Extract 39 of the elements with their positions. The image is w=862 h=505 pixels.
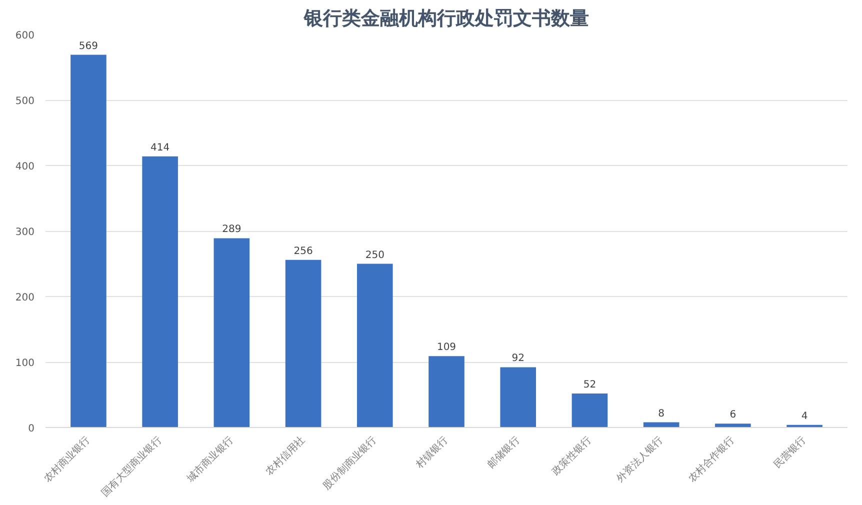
- x-tick-label: 村镇银行: [412, 434, 450, 472]
- data-label: 8: [658, 408, 665, 420]
- x-tick-label: 外资法人银行: [614, 434, 666, 485]
- data-label: 52: [583, 379, 596, 390]
- data-label: 289: [222, 224, 242, 236]
- data-label: 92: [512, 353, 524, 364]
- data-label: 414: [150, 142, 170, 154]
- y-tick-label: 400: [15, 162, 35, 172]
- y-tick-label: 200: [15, 292, 35, 304]
- x-tick-label: 邮储银行: [485, 434, 522, 471]
- data-label: 6: [730, 410, 736, 421]
- x-tick-label: 民营银行: [772, 434, 808, 471]
- x-tick-label: 城市商业银行: [184, 434, 236, 486]
- bar: [572, 393, 608, 428]
- x-tick-label: 农村合作银行: [686, 434, 737, 485]
- bar: [142, 156, 178, 428]
- y-tick-label: 600: [15, 30, 35, 42]
- data-label: 4: [801, 410, 808, 422]
- bar: [428, 356, 464, 428]
- y-tick-label: 100: [15, 358, 35, 369]
- x-tick-label: 政策性银行: [550, 434, 594, 478]
- chart-title: 银行类金融机构行政处罚文书数量: [303, 8, 589, 30]
- y-tick-label: 500: [15, 96, 35, 107]
- x-tick-label: 股份制商业银行: [320, 434, 379, 492]
- bar: [500, 367, 536, 428]
- bar: [214, 238, 250, 428]
- y-tick-label: 0: [28, 424, 35, 434]
- bar: [715, 424, 751, 428]
- data-label: 109: [436, 342, 456, 354]
- bar: [285, 260, 322, 428]
- data-label: 256: [294, 246, 313, 257]
- data-label: 569: [78, 40, 98, 52]
- x-tick-label: 农村商业银行: [41, 434, 92, 485]
- data-label: 250: [365, 250, 384, 261]
- y-tick-label: 300: [15, 227, 35, 238]
- bar: [70, 54, 106, 428]
- x-tick-label: 国有大型商业银行: [98, 434, 164, 499]
- x-tick-label: 农村信用社: [263, 434, 308, 478]
- bar: [356, 264, 393, 428]
